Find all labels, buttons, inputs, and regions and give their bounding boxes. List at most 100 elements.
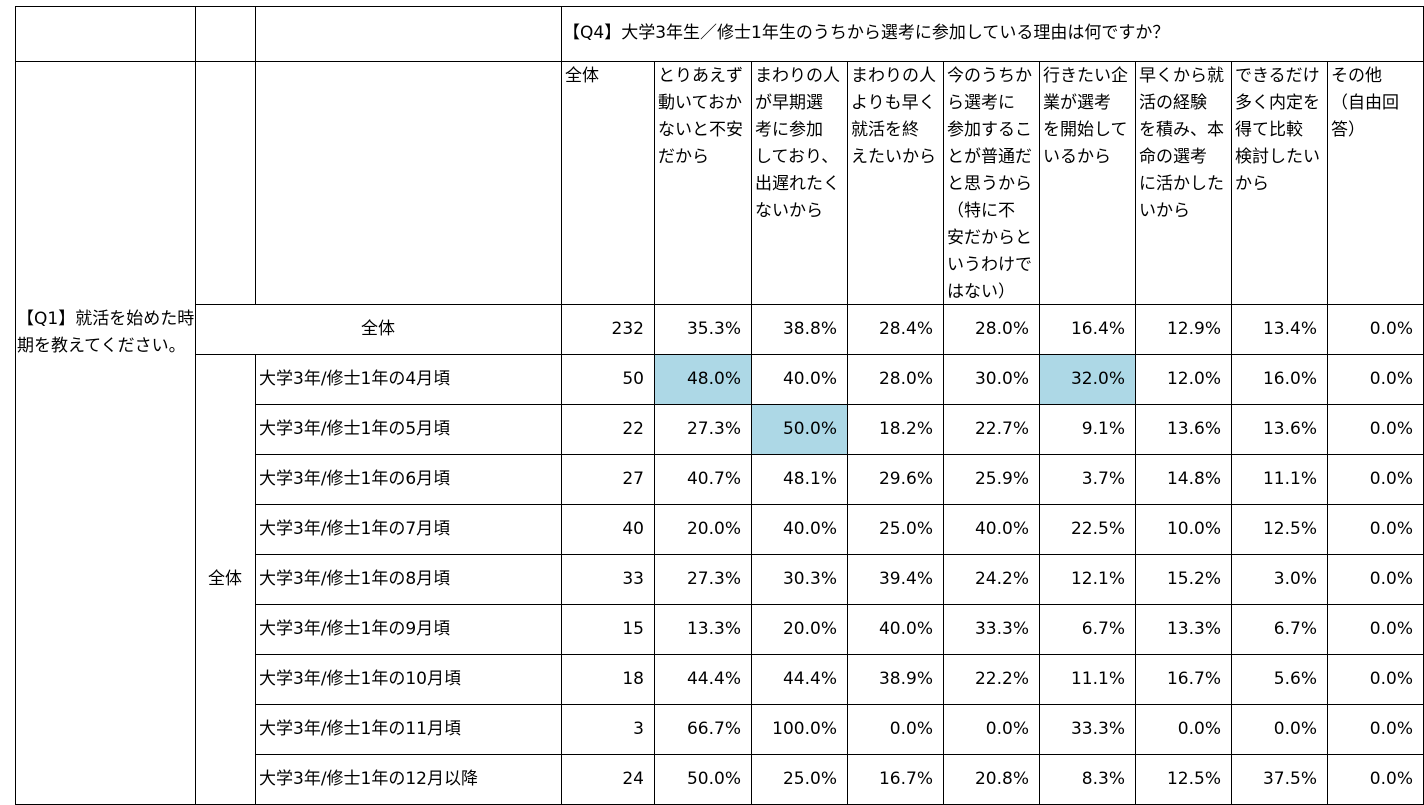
table-cell: 12.5% [1262,519,1317,539]
column-header-line: 多く内定を [1235,93,1320,113]
table-cell: 20.8% [974,769,1029,789]
column-header-line: 安だからと [947,228,1032,248]
table-cell: 38.9% [878,669,933,689]
table-cell: 0.0% [1369,669,1413,689]
column-header-line: とりあえず [658,66,743,86]
grid-line [847,61,848,805]
table-cell: 0.0% [1369,569,1413,589]
column-header-line: 考に参加 [755,120,823,140]
table-cell: 8.3% [1081,769,1125,789]
column-header: まわりの人 よりも早く 就活を終 えたいから [847,61,943,304]
table-cell: 3.0% [1273,569,1317,589]
table-cell: 25.0% [782,769,837,789]
column-header-line: とが普通だ [947,147,1032,167]
table-cell: 22 [622,419,644,439]
column-header-line: （自由回 [1331,93,1399,113]
row-label: 大学3年/修士1年の9月頃 [259,619,451,639]
table-cell: 27.3% [686,569,741,589]
column-header-line: よりも早く [851,93,936,113]
column-header-line: が早期選 [755,93,823,113]
total-row-value: 16.4% [1070,319,1125,339]
table-cell: 12.0% [1166,369,1221,389]
column-header-line: いうわけで [947,255,1032,275]
table-cell: 33.3% [974,619,1029,639]
column-header-line: ないから [755,201,823,221]
row-label: 大学3年/修士1年の8月頃 [259,569,451,589]
column-header-line: まわりの人 [755,66,840,86]
highlight-cell [654,354,751,404]
grid-line [1039,61,1040,805]
table-cell: 22.2% [974,669,1029,689]
column-header-line: 参加するこ [947,120,1032,140]
column-header-line: その他 [1331,66,1382,86]
grid-line [943,61,944,805]
grid-line [255,6,256,305]
table-cell: 15.2% [1166,569,1221,589]
table-cell: 0.0% [1369,419,1413,439]
grid-line [15,6,1424,7]
column-header-line: 活の経験 [1139,93,1207,113]
column-header-line: だから [658,147,709,167]
column-header-line: ないと不安 [658,120,743,140]
highlight-cell [1039,354,1135,404]
column-header-line: 答） [1331,120,1365,140]
table-cell: 28.0% [878,369,933,389]
table-cell: 30.3% [782,569,837,589]
table-cell: 50.0% [686,769,741,789]
column-header: まわりの人が早期選考に参加しており、出遅れたくないから [751,61,847,304]
grid-line [15,61,1424,62]
table-cell: 27.3% [686,419,741,439]
column-header: とりあえず動いておかないと不安だから [654,61,751,304]
grid-line [751,61,752,805]
table-cell: 20.0% [686,519,741,539]
table-cell: 0.0% [1369,769,1413,789]
grid-line [255,704,1424,705]
grid-line [255,554,1424,555]
row-label: 大学3年/修士1年の5月頃 [259,419,451,439]
table-cell: 40.0% [782,519,837,539]
table-cell: 0.0% [1369,369,1413,389]
total-row-value: 12.9% [1166,319,1221,339]
column-header-line: しており、 [755,147,839,167]
table-cell: 29.6% [878,469,933,489]
table-cell: 13.3% [686,619,741,639]
total-row-value: 0.0% [1369,319,1413,339]
table-cell: 12.5% [1166,769,1221,789]
grid-line [195,354,1424,355]
table-cell: 16.7% [878,769,933,789]
column-header-line: 動いておか [658,93,742,113]
row-question-label: 【Q1】就活を始めた時期を教えてください。 [17,309,195,356]
table-cell: 50.0% [782,419,837,439]
grid-line [195,304,1424,305]
grid-line [255,504,1424,505]
row-label: 大学3年/修士1年の7月頃 [259,519,451,539]
grid-line [255,354,256,805]
column-header-line: できるだけ [1235,66,1320,86]
table-cell: 22.7% [974,419,1029,439]
table-cell: 0.0% [985,719,1029,739]
row-label: 大学3年/修士1年の10月頃 [259,669,461,689]
grid-line [255,454,1424,455]
grid-line [195,6,196,805]
column-header-line: 全体 [565,66,599,86]
column-header-line: 命の選考 [1139,147,1207,167]
column-header-line: （特に不 [947,201,1015,221]
table-cell: 20.0% [782,619,837,639]
table-cell: 66.7% [686,719,741,739]
column-header-line: はない） [947,282,1015,302]
table-cell: 3.7% [1081,469,1125,489]
table-cell: 25.9% [974,469,1029,489]
column-header-line: 出遅れたく [755,174,840,194]
row-label: 大学3年/修士1年の6月頃 [259,469,451,489]
column-header-line: 行きたい企 [1043,66,1128,86]
row-label: 大学3年/修士1年の11月頃 [259,719,461,739]
total-row-label: 全体 [361,319,395,339]
grid-line [654,61,655,805]
total-row-value: 28.0% [974,319,1029,339]
total-row-value: 13.4% [1262,319,1317,339]
question-header: 【Q4】大学3年生／修士1年生のうちから選考に参加している理由は何ですか？ [563,23,1170,43]
table-cell: 33 [622,569,644,589]
table-cell: 18.2% [878,419,933,439]
table-cell: 40.0% [782,369,837,389]
table-cell: 44.4% [782,669,837,689]
